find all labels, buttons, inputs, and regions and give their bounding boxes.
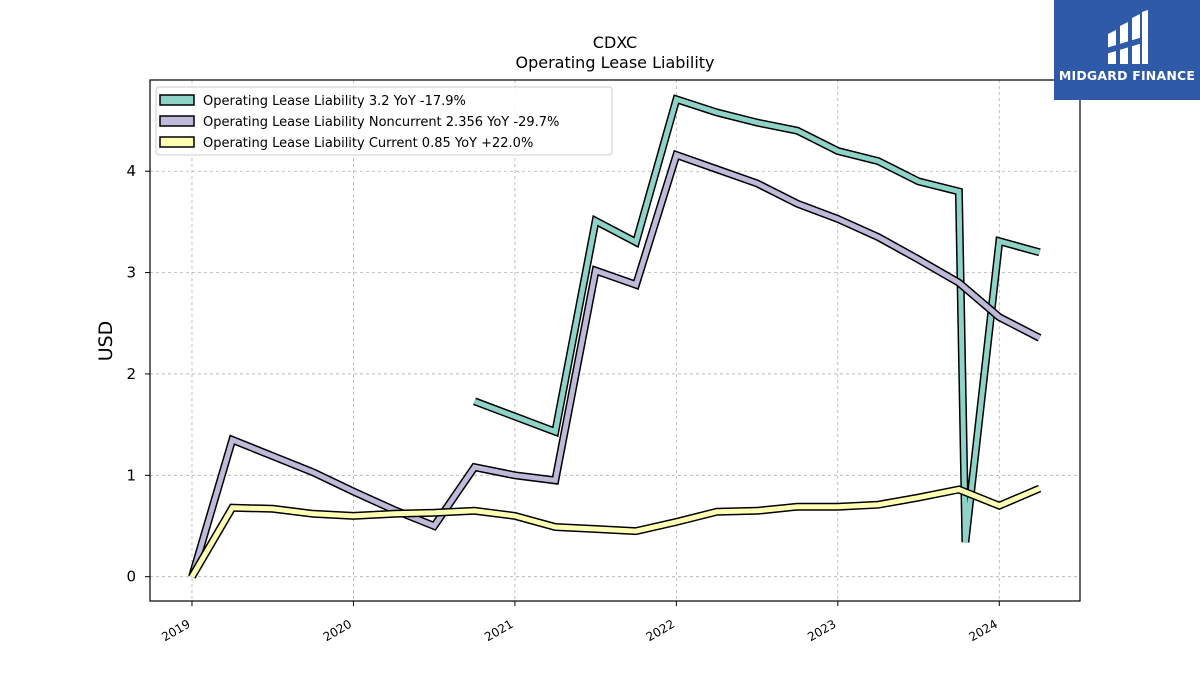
chart-title: CDXC [593,33,637,52]
y-tick-label: 2 [126,365,136,383]
chart-subtitle: Operating Lease Liability [515,53,714,72]
x-tick-label: 2020 [321,617,354,644]
y-tick-label: 0 [126,568,136,586]
x-tick-label: 2022 [644,617,677,644]
x-tick-label: 2023 [805,617,838,644]
series-line [189,486,1041,578]
y-tick-label: 1 [126,466,136,484]
series-line [189,151,1041,578]
midgard-finance-logo: MIDGARD FINANCE [1054,0,1200,100]
series-line-outline [188,484,1042,579]
y-axis-label: USD [95,321,117,362]
logo-mark-icon [1106,10,1148,64]
legend-box [155,86,613,156]
y-tick-label: 3 [126,264,136,282]
plot-area-frame [149,79,1081,602]
series-line [473,96,1041,543]
legend-label: Operating Lease Liability Noncurrent 2.3… [203,115,559,130]
logo-text: MIDGARD FINANCE [1058,68,1196,83]
legend-swatch [159,94,195,106]
legend-swatch [159,115,195,127]
x-tick-label: 2021 [482,617,515,644]
legend-swatch [159,136,195,148]
x-tick-label: 2019 [159,617,192,644]
legend-label: Operating Lease Liability Current 0.85 Y… [203,136,533,151]
y-tick-label: 4 [126,162,136,180]
x-tick-label: 2024 [967,617,1000,644]
legend-label: Operating Lease Liability 3.2 YoY -17.9% [203,94,466,109]
